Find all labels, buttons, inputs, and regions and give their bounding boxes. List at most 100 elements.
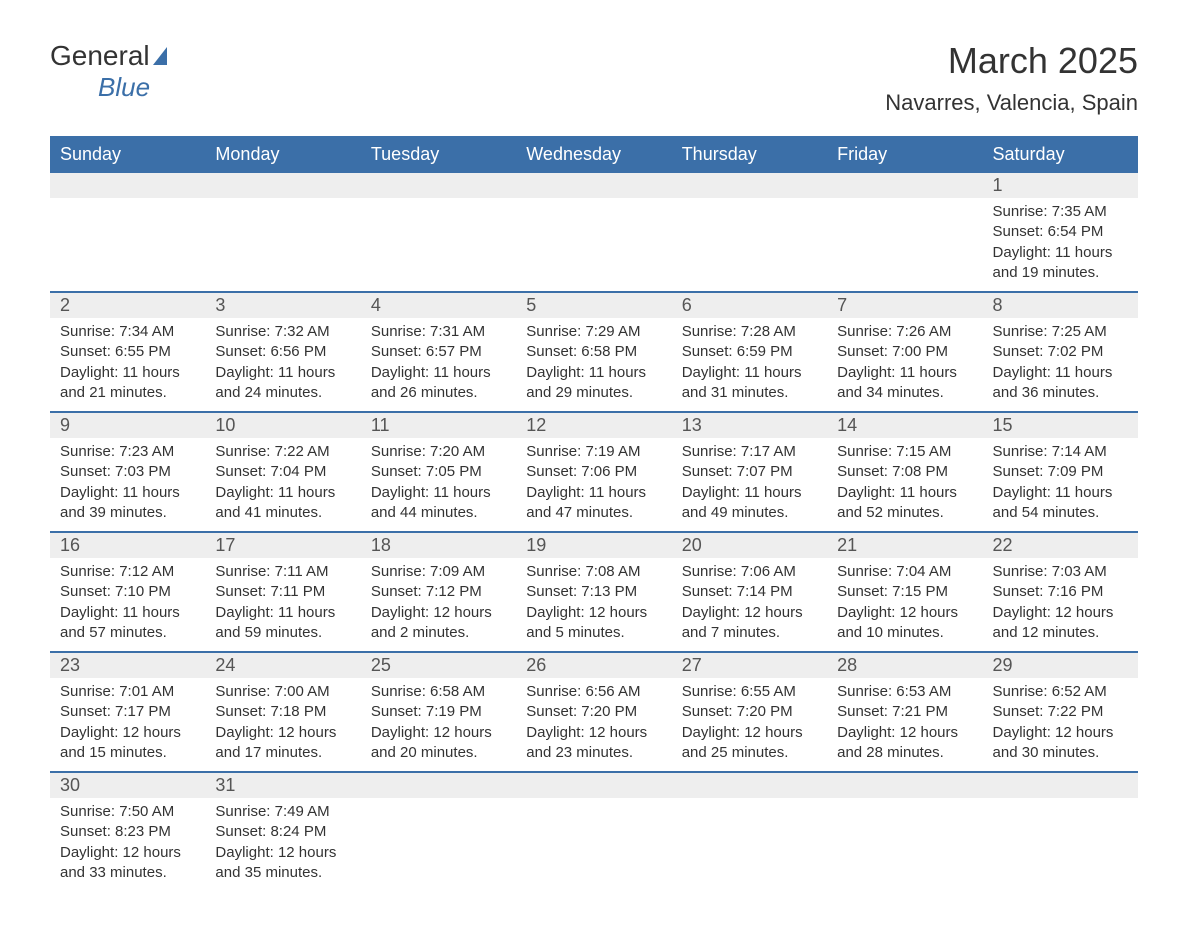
sunset-text: Sunset: 6:55 PM [60,342,195,362]
sunrise-text: Sunrise: 7:12 AM [60,562,195,582]
day-content-cell: Sunrise: 7:20 AMSunset: 7:05 PMDaylight:… [361,438,516,532]
sunrise-text: Sunrise: 7:34 AM [60,322,195,342]
sunset-text: Sunset: 7:18 PM [215,702,350,722]
day-content-cell: Sunrise: 7:15 AMSunset: 7:08 PMDaylight:… [827,438,982,532]
day-number-cell: 11 [361,412,516,438]
day-content-cell: Sunrise: 6:55 AMSunset: 7:20 PMDaylight:… [672,678,827,772]
day-number-cell: 2 [50,292,205,318]
day-content-cell: Sunrise: 7:19 AMSunset: 7:06 PMDaylight:… [516,438,671,532]
day-content-cell: Sunrise: 7:04 AMSunset: 7:15 PMDaylight:… [827,558,982,652]
day-number-cell: 13 [672,412,827,438]
calendar-week-content-row: Sunrise: 7:12 AMSunset: 7:10 PMDaylight:… [50,558,1138,652]
day-content-cell: Sunrise: 7:08 AMSunset: 7:13 PMDaylight:… [516,558,671,652]
day-number-cell: 5 [516,292,671,318]
sunset-text: Sunset: 7:21 PM [837,702,972,722]
sunset-text: Sunset: 7:10 PM [60,582,195,602]
day-number-cell [672,173,827,198]
day-content-cell: Sunrise: 7:29 AMSunset: 6:58 PMDaylight:… [516,318,671,412]
sunset-text: Sunset: 6:58 PM [526,342,661,362]
day-content-cell: Sunrise: 7:28 AMSunset: 6:59 PMDaylight:… [672,318,827,412]
day-content-cell: Sunrise: 7:00 AMSunset: 7:18 PMDaylight:… [205,678,360,772]
sunset-text: Sunset: 7:03 PM [60,462,195,482]
sunset-text: Sunset: 6:59 PM [682,342,817,362]
day-content-cell: Sunrise: 7:25 AMSunset: 7:02 PMDaylight:… [983,318,1138,412]
day-content-cell: Sunrise: 7:09 AMSunset: 7:12 PMDaylight:… [361,558,516,652]
day-content-cell: Sunrise: 6:58 AMSunset: 7:19 PMDaylight:… [361,678,516,772]
daylight-text: Daylight: 12 hours and 25 minutes. [682,723,817,764]
sunrise-text: Sunrise: 7:11 AM [215,562,350,582]
sunrise-text: Sunrise: 7:08 AM [526,562,661,582]
day-content-cell: Sunrise: 7:01 AMSunset: 7:17 PMDaylight:… [50,678,205,772]
day-header-sunday: Sunday [50,136,205,173]
day-content-cell: Sunrise: 6:53 AMSunset: 7:21 PMDaylight:… [827,678,982,772]
day-content-cell [361,798,516,891]
day-content-cell [672,198,827,292]
daylight-text: Daylight: 11 hours and 36 minutes. [993,363,1128,404]
day-number-cell [361,772,516,798]
daylight-text: Daylight: 12 hours and 10 minutes. [837,603,972,644]
day-number-cell [672,772,827,798]
daylight-text: Daylight: 11 hours and 57 minutes. [60,603,195,644]
day-content-cell [827,198,982,292]
day-number-cell: 18 [361,532,516,558]
day-number-cell: 7 [827,292,982,318]
calendar-week-content-row: Sunrise: 7:35 AMSunset: 6:54 PMDaylight:… [50,198,1138,292]
sunrise-text: Sunrise: 7:22 AM [215,442,350,462]
day-number-cell: 8 [983,292,1138,318]
title-block: March 2025 Navarres, Valencia, Spain [885,40,1138,116]
sunrise-text: Sunrise: 7:35 AM [993,202,1128,222]
daylight-text: Daylight: 12 hours and 35 minutes. [215,843,350,884]
day-content-cell [983,798,1138,891]
sunset-text: Sunset: 7:12 PM [371,582,506,602]
daylight-text: Daylight: 11 hours and 52 minutes. [837,483,972,524]
sunset-text: Sunset: 7:19 PM [371,702,506,722]
daylight-text: Daylight: 12 hours and 28 minutes. [837,723,972,764]
calendar-table: Sunday Monday Tuesday Wednesday Thursday… [50,136,1138,891]
sunrise-text: Sunrise: 7:23 AM [60,442,195,462]
day-number-cell: 15 [983,412,1138,438]
day-number-cell [827,173,982,198]
day-header-tuesday: Tuesday [361,136,516,173]
calendar-week-number-row: 3031 [50,772,1138,798]
calendar-week-content-row: Sunrise: 7:23 AMSunset: 7:03 PMDaylight:… [50,438,1138,532]
calendar-week-number-row: 23242526272829 [50,652,1138,678]
logo: General Blue [50,40,167,103]
day-header-monday: Monday [205,136,360,173]
day-number-cell: 19 [516,532,671,558]
sunrise-text: Sunrise: 7:06 AM [682,562,817,582]
logo-text: General [50,40,167,72]
day-content-cell: Sunrise: 7:22 AMSunset: 7:04 PMDaylight:… [205,438,360,532]
day-content-cell [516,198,671,292]
sunset-text: Sunset: 7:08 PM [837,462,972,482]
daylight-text: Daylight: 11 hours and 39 minutes. [60,483,195,524]
day-number-cell: 23 [50,652,205,678]
day-number-cell: 9 [50,412,205,438]
day-number-cell [516,173,671,198]
day-number-cell: 29 [983,652,1138,678]
sunrise-text: Sunrise: 6:55 AM [682,682,817,702]
sunrise-text: Sunrise: 7:31 AM [371,322,506,342]
day-content-cell: Sunrise: 7:17 AMSunset: 7:07 PMDaylight:… [672,438,827,532]
daylight-text: Daylight: 11 hours and 21 minutes. [60,363,195,404]
day-content-cell: Sunrise: 7:34 AMSunset: 6:55 PMDaylight:… [50,318,205,412]
sunset-text: Sunset: 7:20 PM [526,702,661,722]
day-number-cell: 14 [827,412,982,438]
header: General Blue March 2025 Navarres, Valenc… [50,40,1138,116]
sunrise-text: Sunrise: 7:26 AM [837,322,972,342]
calendar-body: 1Sunrise: 7:35 AMSunset: 6:54 PMDaylight… [50,173,1138,891]
sunrise-text: Sunrise: 7:14 AM [993,442,1128,462]
day-number-cell: 4 [361,292,516,318]
sunset-text: Sunset: 7:17 PM [60,702,195,722]
day-header-friday: Friday [827,136,982,173]
sunset-text: Sunset: 7:15 PM [837,582,972,602]
day-number-cell: 12 [516,412,671,438]
day-content-cell: Sunrise: 7:23 AMSunset: 7:03 PMDaylight:… [50,438,205,532]
calendar-week-content-row: Sunrise: 7:01 AMSunset: 7:17 PMDaylight:… [50,678,1138,772]
sunset-text: Sunset: 7:05 PM [371,462,506,482]
sunrise-text: Sunrise: 7:20 AM [371,442,506,462]
daylight-text: Daylight: 11 hours and 34 minutes. [837,363,972,404]
daylight-text: Daylight: 11 hours and 59 minutes. [215,603,350,644]
sunrise-text: Sunrise: 7:32 AM [215,322,350,342]
daylight-text: Daylight: 12 hours and 17 minutes. [215,723,350,764]
day-content-cell: Sunrise: 7:14 AMSunset: 7:09 PMDaylight:… [983,438,1138,532]
